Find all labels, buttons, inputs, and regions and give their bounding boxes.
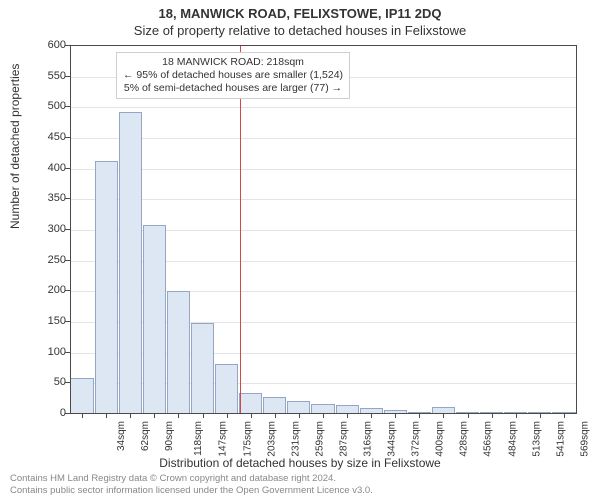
y-tick-label: 50 [36,376,66,388]
y-tick-label: 100 [36,346,66,358]
histogram-bar [215,364,238,414]
x-tick-label: 231sqm [290,421,301,457]
x-tick-label: 62sqm [140,421,151,451]
histogram-bar [287,401,310,414]
x-tick-label: 287sqm [338,421,349,457]
x-tick-label: 259sqm [314,421,325,457]
x-tick-label: 513sqm [531,421,542,457]
x-tick-label: 569sqm [579,421,590,457]
x-tick-label: 428sqm [459,421,470,457]
x-tick-label: 344sqm [387,421,398,457]
y-axis-title: Number of detached properties [8,64,22,229]
y-tick-label: 150 [36,315,66,327]
x-tick-label: 316sqm [363,421,374,457]
histogram-bar [119,112,142,414]
histogram-bar [191,323,214,414]
annotation-line2: ← 95% of detached houses are smaller (1,… [123,69,343,82]
footer-line1: Contains HM Land Registry data © Crown c… [10,473,373,484]
histogram-bar [95,161,118,414]
histogram-bar [143,225,166,414]
y-axis-line [70,46,71,414]
x-tick-label: 118sqm [193,421,204,456]
footer-line2: Contains public sector information licen… [10,485,373,496]
x-tick-label: 147sqm [218,421,229,457]
y-tick-label: 450 [36,131,66,143]
y-tick-label: 550 [36,70,66,82]
histogram-bar [239,393,262,414]
y-tick-label: 400 [36,162,66,174]
y-tick-label: 200 [36,284,66,296]
histogram-bar [167,291,190,414]
x-tick-label: 541sqm [555,421,566,457]
y-tick-label: 350 [36,192,66,204]
x-tick-label: 175sqm [242,421,253,457]
annotation-box: 18 MANWICK ROAD: 218sqm ← 95% of detache… [116,52,350,99]
page-subtitle: Size of property relative to detached ho… [0,21,600,38]
x-tick-label: 90sqm [164,421,175,451]
page-title: 18, MANWICK ROAD, FELIXSTOWE, IP11 2DQ [0,0,600,21]
y-tick-label: 600 [36,39,66,51]
histogram-bar [263,397,286,414]
x-tick-label: 203sqm [266,421,277,457]
x-tick-label: 400sqm [435,421,446,457]
x-axis-title: Distribution of detached houses by size … [0,456,600,470]
reference-line [240,46,241,414]
annotation-line3: 5% of semi-detached houses are larger (7… [123,82,343,95]
x-tick-label: 456sqm [483,421,494,457]
annotation-line1: 18 MANWICK ROAD: 218sqm [123,56,343,69]
y-tick-label: 250 [36,254,66,266]
y-tick-label: 0 [36,407,66,419]
x-tick-label: 372sqm [411,421,422,457]
y-tick-label: 500 [36,100,66,112]
y-tick-label: 300 [36,223,66,235]
footer-attribution: Contains HM Land Registry data © Crown c… [10,473,373,496]
histogram-bar [70,378,93,414]
x-tick-label: 484sqm [507,421,518,457]
histogram-chart: 18 MANWICK ROAD: 218sqm ← 95% of detache… [70,45,577,414]
x-tick-label: 34sqm [116,421,127,451]
